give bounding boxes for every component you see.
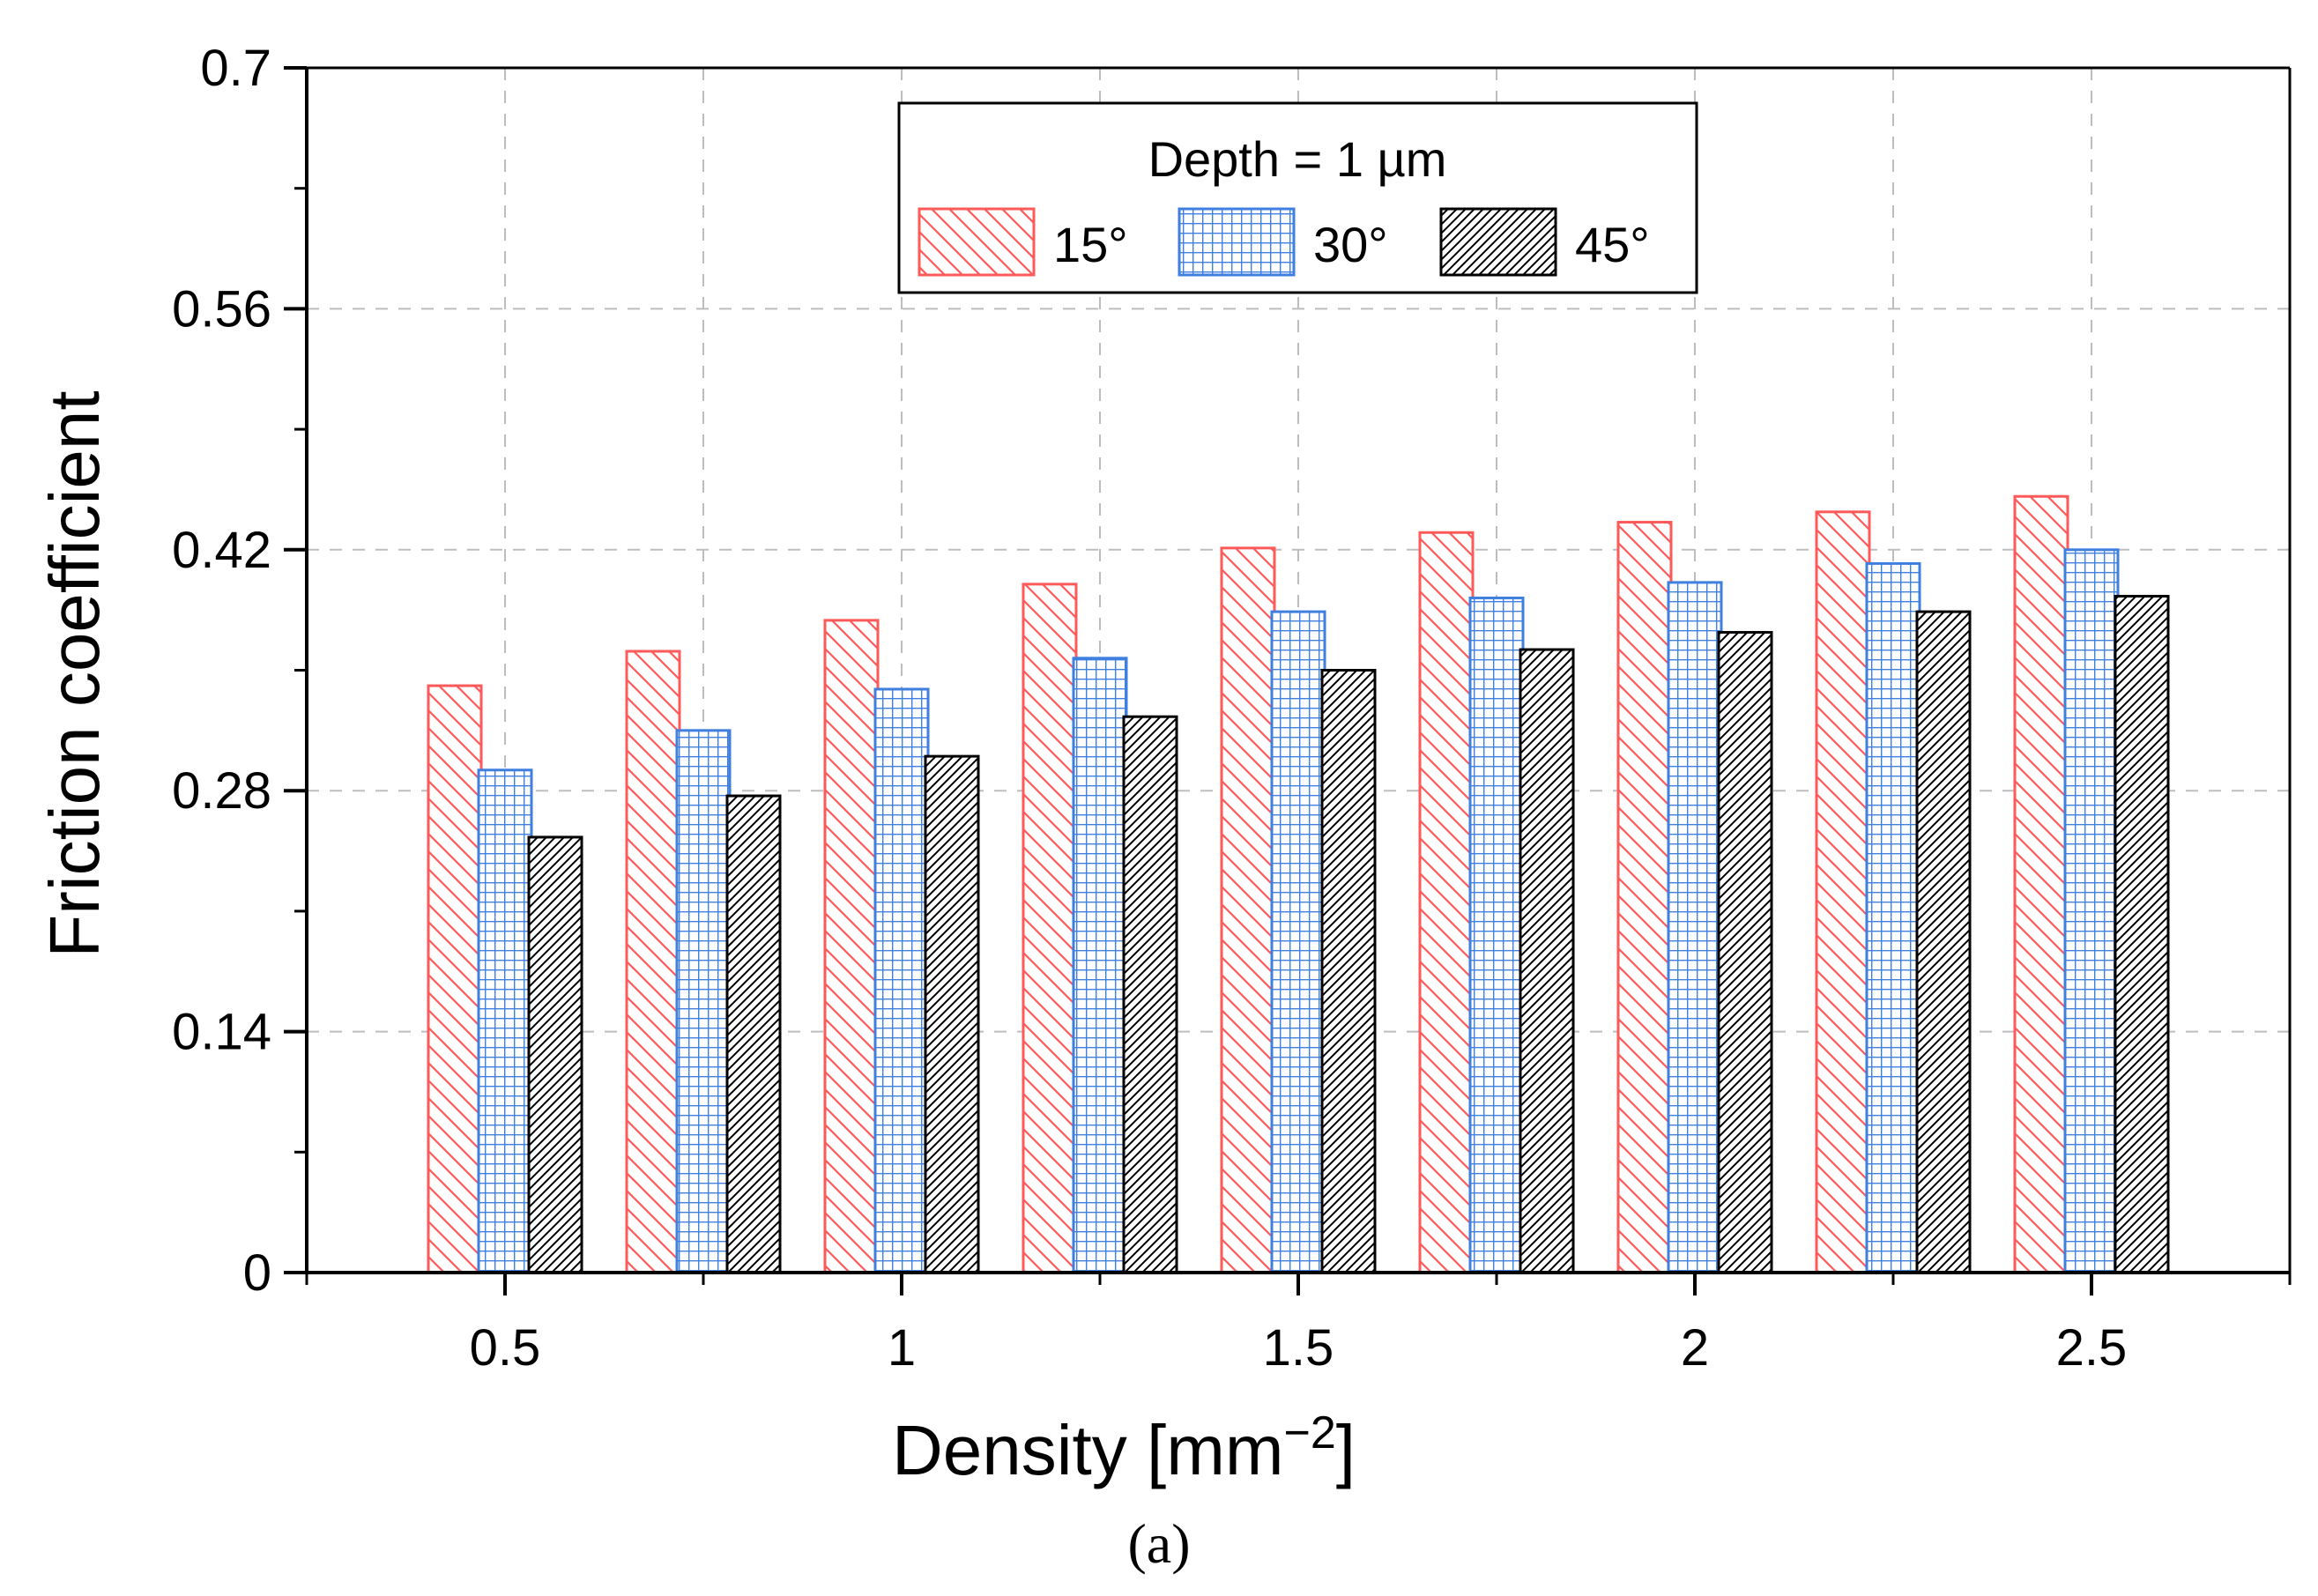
y-tick-label: 0.7 — [200, 40, 271, 97]
x-tick-label: 1.5 — [1263, 1319, 1334, 1377]
legend: Depth = 1 µm 15° 30° 45° — [897, 101, 1698, 294]
bar-series-3-point-8 — [1915, 610, 1972, 1274]
legend-swatch-series-1 — [918, 207, 1036, 277]
bar-series-1-point-8 — [1815, 510, 1871, 1274]
bar-series-2-point-5 — [1270, 610, 1326, 1274]
legend-title: Depth = 1 µm — [1148, 131, 1447, 187]
y-tick-label: 0.14 — [172, 1004, 271, 1061]
x-axis-title-close: ] — [1336, 1411, 1356, 1489]
bar-series-1-point-6 — [1418, 531, 1475, 1274]
bar-series-2-point-4 — [1072, 657, 1128, 1274]
bar-series-2-point-8 — [1865, 561, 1921, 1274]
y-tick-label: 0.28 — [172, 762, 271, 820]
bar-series-1-point-1 — [427, 684, 483, 1274]
y-tick-label: 0.42 — [172, 522, 271, 579]
bars — [427, 494, 2170, 1274]
x-axis-title-main: Density [mm — [892, 1411, 1284, 1489]
x-tick-label: 2.5 — [2056, 1319, 2128, 1377]
legend-label-series-3: 45° — [1575, 217, 1650, 272]
legend-swatch-series-2 — [1178, 207, 1296, 277]
figure-caption: (a) — [1127, 1512, 1190, 1575]
x-tick-label: 2 — [1681, 1319, 1709, 1377]
bar-series-1-point-3 — [823, 619, 880, 1274]
legend-swatch-series-3 — [1439, 207, 1557, 277]
bar-series-3-point-6 — [1519, 648, 1575, 1274]
y-tick-label: 0.56 — [172, 280, 271, 338]
x-tick-label: 0.5 — [470, 1319, 541, 1377]
bar-series-3-point-7 — [1717, 631, 1773, 1274]
bar-series-2-point-9 — [2063, 548, 2120, 1274]
axes: 0 0.14 0.28 0.42 0.56 0.7 0.5 1 1.5 2 2.5 — [172, 40, 2292, 1377]
bar-series-3-point-9 — [2114, 595, 2170, 1274]
legend-label-series-1: 15° — [1053, 217, 1128, 272]
bar-series-3-point-2 — [725, 794, 782, 1274]
bar-series-1-point-2 — [625, 650, 681, 1274]
x-axis-title-superscript: −2 — [1283, 1407, 1335, 1459]
bar-series-2-point-6 — [1468, 596, 1525, 1274]
x-tick-label: 1 — [888, 1319, 916, 1377]
legend-label-series-2: 30° — [1313, 217, 1388, 272]
y-tick-label: 0 — [243, 1244, 271, 1302]
bar-series-2-point-3 — [873, 687, 930, 1274]
bar-series-1-point-7 — [1616, 521, 1673, 1274]
bar-series-2-point-2 — [675, 729, 732, 1274]
x-axis-title: Density [mm−2] — [892, 1407, 1356, 1489]
bar-series-3-point-3 — [924, 754, 980, 1274]
bar-series-3-point-4 — [1122, 715, 1178, 1274]
bar-series-3-point-5 — [1320, 669, 1377, 1274]
bar-series-3-point-1 — [527, 835, 583, 1274]
bar-series-1-point-9 — [2013, 494, 2069, 1274]
bar-series-1-point-5 — [1220, 546, 1276, 1274]
bar-series-2-point-7 — [1667, 581, 1723, 1274]
bar-series-1-point-4 — [1022, 583, 1078, 1274]
y-axis-title: Friction coefficient — [35, 390, 114, 957]
bar-series-2-point-1 — [477, 768, 533, 1274]
